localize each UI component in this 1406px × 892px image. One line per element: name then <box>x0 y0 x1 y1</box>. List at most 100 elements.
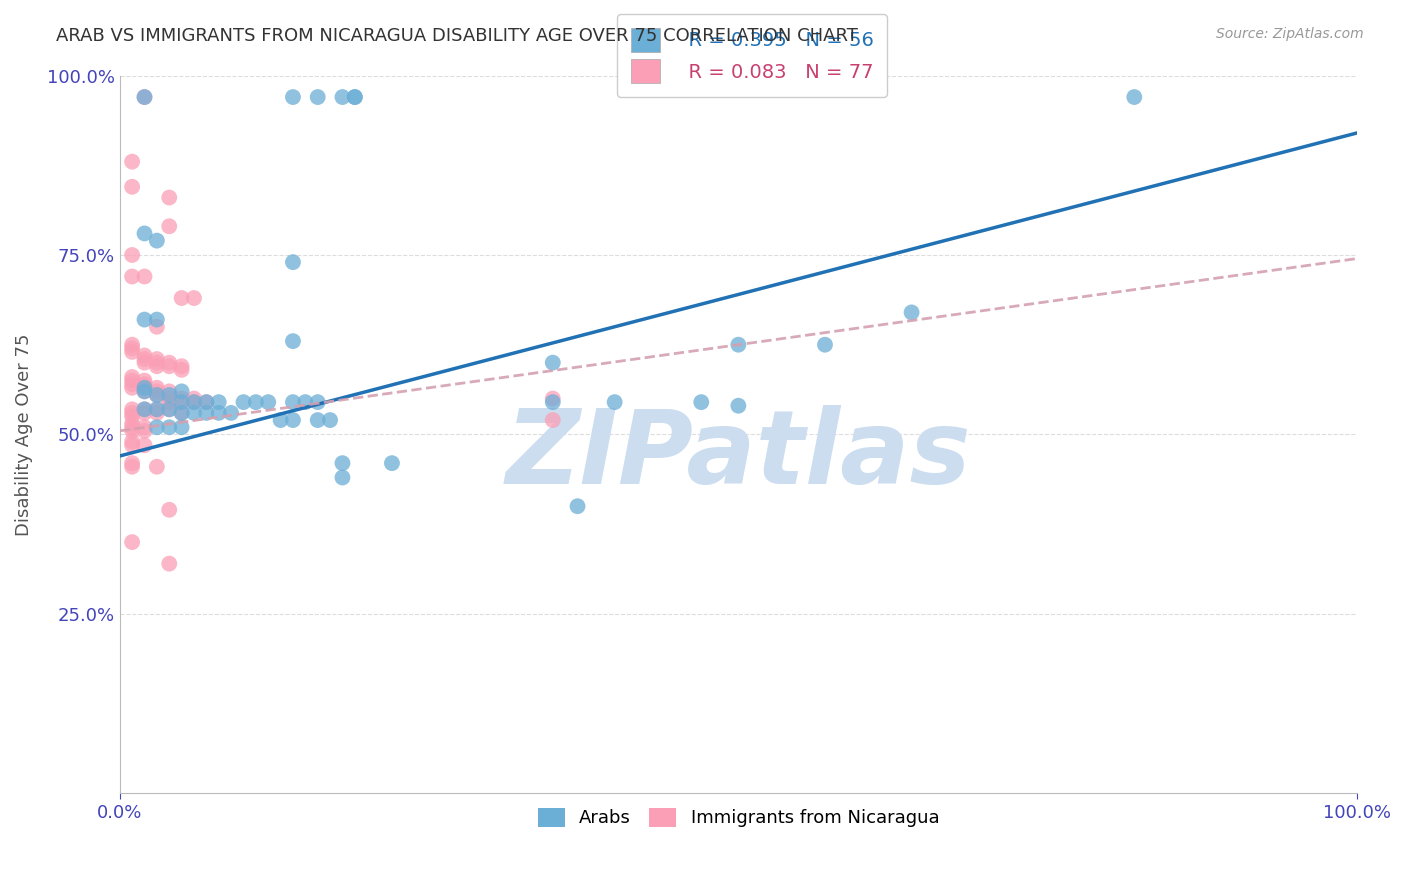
Point <box>134 384 156 399</box>
Point <box>281 90 304 104</box>
Point <box>332 456 354 470</box>
Point <box>134 381 156 395</box>
Point <box>121 179 143 194</box>
Point <box>146 406 169 420</box>
Point <box>121 344 143 359</box>
Point <box>208 406 231 420</box>
Point <box>121 409 143 424</box>
Text: ARAB VS IMMIGRANTS FROM NICARAGUA DISABILITY AGE OVER 75 CORRELATION CHART: ARAB VS IMMIGRANTS FROM NICARAGUA DISABI… <box>56 27 858 45</box>
Point <box>157 557 180 571</box>
Point <box>134 424 156 438</box>
Point <box>727 399 749 413</box>
Point <box>541 392 564 406</box>
Point <box>146 381 169 395</box>
Point <box>121 374 143 388</box>
Point <box>121 154 143 169</box>
Point <box>134 438 156 452</box>
Point <box>270 413 292 427</box>
Point <box>195 395 218 409</box>
Point <box>157 420 180 434</box>
Point <box>146 359 169 374</box>
Point <box>381 456 404 470</box>
Point <box>294 395 316 409</box>
Point <box>146 312 169 326</box>
Point <box>170 395 193 409</box>
Point <box>146 388 169 402</box>
Point <box>332 90 354 104</box>
Point <box>121 424 143 438</box>
Y-axis label: Disability Age Over 75: Disability Age Over 75 <box>15 334 32 536</box>
Text: ZIPatlas: ZIPatlas <box>506 406 972 507</box>
Point <box>343 90 366 104</box>
Point <box>603 395 626 409</box>
Point <box>121 459 143 474</box>
Point <box>157 359 180 374</box>
Point <box>134 312 156 326</box>
Point <box>121 456 143 470</box>
Point <box>281 255 304 269</box>
Point <box>134 402 156 417</box>
Point <box>157 388 180 402</box>
Point <box>134 377 156 392</box>
Point <box>307 413 329 427</box>
Point <box>134 349 156 363</box>
Point <box>134 384 156 399</box>
Point <box>146 402 169 417</box>
Point <box>157 190 180 204</box>
Point <box>157 395 180 409</box>
Point <box>134 352 156 367</box>
Point <box>319 413 342 427</box>
Point <box>134 402 156 417</box>
Point <box>121 337 143 351</box>
Point <box>134 90 156 104</box>
Point <box>146 388 169 402</box>
Point <box>121 417 143 431</box>
Point <box>146 319 169 334</box>
Point <box>146 356 169 370</box>
Point <box>157 402 180 417</box>
Point <box>157 219 180 234</box>
Point <box>134 381 156 395</box>
Point <box>121 370 143 384</box>
Point <box>146 459 169 474</box>
Point <box>170 291 193 305</box>
Point <box>567 500 589 514</box>
Point <box>814 337 837 351</box>
Point <box>170 363 193 377</box>
Point <box>727 337 749 351</box>
Point <box>183 395 205 409</box>
Point <box>170 384 193 399</box>
Point <box>146 420 169 434</box>
Text: Source: ZipAtlas.com: Source: ZipAtlas.com <box>1216 27 1364 41</box>
Point <box>232 395 254 409</box>
Point <box>183 291 205 305</box>
Point <box>157 356 180 370</box>
Point <box>183 395 205 409</box>
Point <box>170 395 193 409</box>
Point <box>541 395 564 409</box>
Point <box>257 395 280 409</box>
Point <box>146 384 169 399</box>
Point <box>332 470 354 484</box>
Point <box>121 434 143 449</box>
Point <box>170 420 193 434</box>
Point <box>170 406 193 420</box>
Point <box>281 334 304 348</box>
Point <box>183 392 205 406</box>
Point <box>195 406 218 420</box>
Point <box>541 413 564 427</box>
Point <box>900 305 922 319</box>
Point <box>157 503 180 517</box>
Point <box>541 356 564 370</box>
Point <box>134 356 156 370</box>
Point <box>121 420 143 434</box>
Point <box>690 395 713 409</box>
Point <box>208 395 231 409</box>
Point <box>157 392 180 406</box>
Point <box>281 395 304 409</box>
Point <box>281 413 304 427</box>
Legend: Arabs, Immigrants from Nicaragua: Arabs, Immigrants from Nicaragua <box>530 801 946 835</box>
Point <box>245 395 267 409</box>
Point <box>1123 90 1146 104</box>
Point <box>134 90 156 104</box>
